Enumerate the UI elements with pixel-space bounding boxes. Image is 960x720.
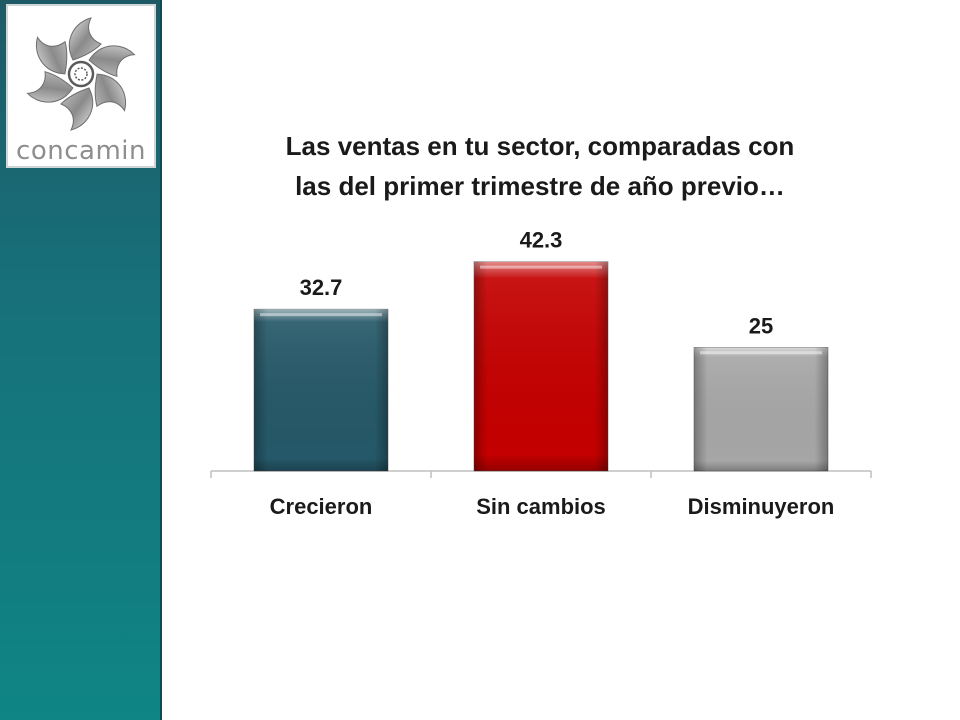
data-label: 25	[749, 313, 773, 338]
data-label: 42.3	[520, 228, 563, 253]
bar-top-bevel	[480, 265, 602, 269]
sidebar-panel: concamin	[0, 0, 162, 720]
bar-edge-shade	[474, 261, 608, 471]
bar-edge-shade	[694, 347, 828, 471]
data-label: 32.7	[300, 275, 343, 300]
chart-title: Las ventas en tu sector, comparadas con …	[285, 131, 795, 201]
bar-edge-shade	[254, 309, 388, 471]
logo-text: concamin	[16, 136, 146, 166]
bar-top-bevel	[260, 313, 382, 317]
category-label: Sin cambios	[476, 494, 606, 519]
gear-logo-icon	[26, 17, 136, 131]
category-label: Disminuyeron	[688, 494, 835, 519]
concamin-logo: concamin	[6, 4, 156, 168]
bar-top-bevel	[700, 351, 822, 355]
category-label: Crecieron	[270, 494, 373, 519]
